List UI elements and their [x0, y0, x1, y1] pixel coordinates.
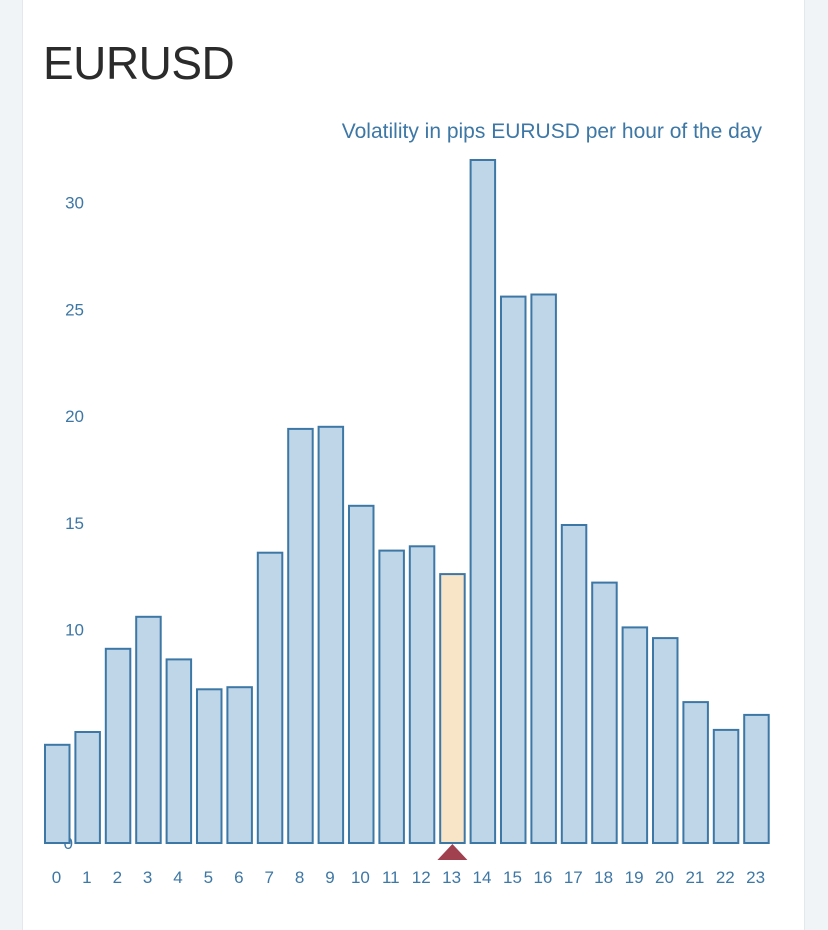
bar-hour-16[interactable]	[530, 293, 557, 844]
x-axis: 0 1 2 3 4 5 6 7 8 9 10 11 12 13 14 15 16 17 18 19 20 21 22 23	[52, 868, 765, 887]
x-tick-label: 10	[351, 868, 370, 887]
x-tick-label: 19	[625, 868, 644, 887]
bar-hour-20[interactable]	[652, 637, 679, 844]
x-tick-label: 7	[264, 868, 273, 887]
bar-hour-9[interactable]	[317, 425, 345, 844]
x-tick-label: 13	[442, 868, 461, 887]
x-tick-label: 17	[564, 868, 583, 887]
x-tick-label: 2	[113, 868, 122, 887]
x-tick-label: 23	[746, 868, 765, 887]
y-axis: 051015202530	[64, 194, 84, 853]
x-tick-label: 9	[325, 868, 334, 887]
x-tick-label: 0	[52, 868, 61, 887]
x-tick-label: 4	[173, 868, 182, 887]
y-tick-label: 30	[65, 194, 84, 213]
bar-hour-22[interactable]	[712, 728, 740, 845]
bar-hour-8[interactable]	[287, 427, 314, 844]
x-tick-label: 3	[143, 868, 152, 887]
y-tick-label: 20	[65, 407, 84, 426]
page-title: EURUSD	[43, 37, 235, 89]
bar-hour-5[interactable]	[196, 688, 223, 844]
bar-hour-2[interactable]	[104, 647, 132, 844]
chart-title: Volatility in pips EURUSD per hour of th…	[342, 120, 763, 143]
bar-hour-7[interactable]	[256, 551, 284, 844]
x-tick-label: 1	[82, 868, 91, 887]
y-tick-label: 10	[65, 621, 84, 640]
bar-hour-12[interactable]	[408, 545, 436, 844]
current-hour-marker	[437, 844, 468, 860]
y-tick-label: 15	[65, 514, 84, 533]
x-tick-label: 16	[533, 868, 552, 887]
bar-hour-6[interactable]	[226, 686, 253, 845]
bar-hour-17[interactable]	[560, 524, 588, 844]
bar-hour-19[interactable]	[621, 626, 649, 845]
bar-hour-15[interactable]	[500, 295, 527, 845]
bar-hour-21[interactable]	[682, 701, 709, 844]
bar-hour-0[interactable]	[44, 743, 71, 844]
bar-hour-10[interactable]	[348, 504, 375, 844]
x-tick-label: 20	[655, 868, 674, 887]
x-tick-label: 8	[295, 868, 304, 887]
x-tick-label: 5	[204, 868, 213, 887]
x-tick-label: 22	[716, 868, 735, 887]
x-tick-label: 21	[685, 868, 704, 887]
x-tick-label: 15	[503, 868, 522, 887]
x-tick-label: 12	[412, 868, 431, 887]
bar-hour-23[interactable]	[743, 713, 770, 845]
bars	[44, 159, 770, 845]
bar-hour-14[interactable]	[469, 159, 497, 844]
x-tick-label: 6	[234, 868, 243, 887]
y-tick-label: 25	[65, 300, 84, 319]
bar-hour-3[interactable]	[135, 615, 162, 844]
bar-hour-4[interactable]	[165, 658, 193, 845]
bar-hour-11[interactable]	[378, 549, 405, 844]
bar-hour-1[interactable]	[74, 731, 101, 844]
bar-hour-13[interactable]	[439, 573, 466, 844]
x-tick-label: 11	[382, 868, 400, 887]
x-tick-label: 18	[594, 868, 613, 887]
bar-hour-18[interactable]	[591, 581, 618, 844]
x-tick-label: 14	[473, 868, 492, 887]
